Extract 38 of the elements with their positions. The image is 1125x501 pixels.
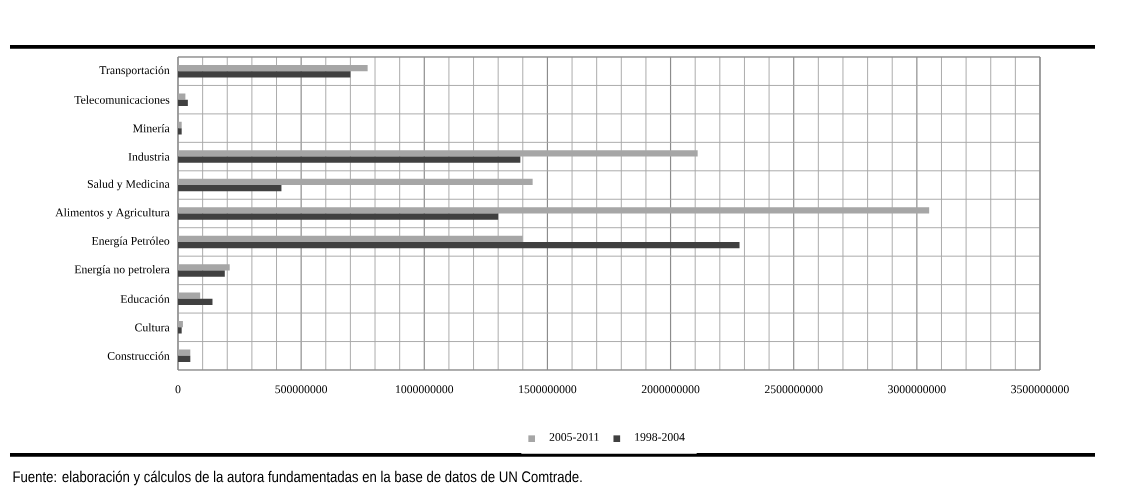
bar (178, 93, 186, 100)
bar (178, 128, 182, 135)
bar (178, 327, 182, 334)
bar (178, 270, 225, 277)
bar (178, 349, 191, 356)
y-tick-label: Minería (132, 123, 170, 133)
x-tick-label: 2000000000 (641, 385, 700, 394)
source-note: Fuente: elaboración y cálculos de la autora fundamentadas en la base de datos de UN Comtrade. (13, 470, 582, 486)
bar (178, 71, 351, 78)
bar (178, 292, 201, 299)
x-tick-label: 3500000000 (1011, 385, 1069, 394)
x-tick-label: 2500000000 (764, 385, 823, 394)
legend-label: 1998-2004 (635, 433, 685, 441)
x-tick-label: 3000000000 (888, 385, 946, 394)
bar (178, 156, 521, 163)
y-tick-label: Cultura (135, 323, 170, 332)
y-tick-label: Energía no petrolera (74, 265, 170, 276)
bar (178, 241, 740, 249)
bar (178, 185, 282, 192)
y-tick-label: Salud y Medicina (87, 179, 170, 191)
y-tick-label: Alimentos y Agricultura (55, 208, 170, 219)
bar (178, 355, 191, 363)
x-tick-label: 1500000000 (519, 385, 577, 394)
x-tick-label: 500000000 (275, 385, 328, 394)
bar (178, 121, 182, 129)
legend-label: 2005-2011 (549, 433, 599, 441)
y-tick-label: Industria (128, 152, 170, 161)
bar (178, 298, 213, 306)
bar (178, 213, 499, 220)
y-tick-label: Telecomunicaciones (74, 95, 170, 104)
x-tick-label: 1000000000 (396, 385, 454, 394)
y-tick-label: Transportación (99, 65, 170, 77)
bar (178, 99, 188, 106)
y-tick-label: Educación (120, 294, 170, 303)
y-tick-label: Construcción (107, 351, 170, 360)
y-tick-label: Energía Petróleo (91, 236, 170, 248)
bar (178, 321, 183, 328)
x-tick-label: 0 (175, 385, 181, 394)
